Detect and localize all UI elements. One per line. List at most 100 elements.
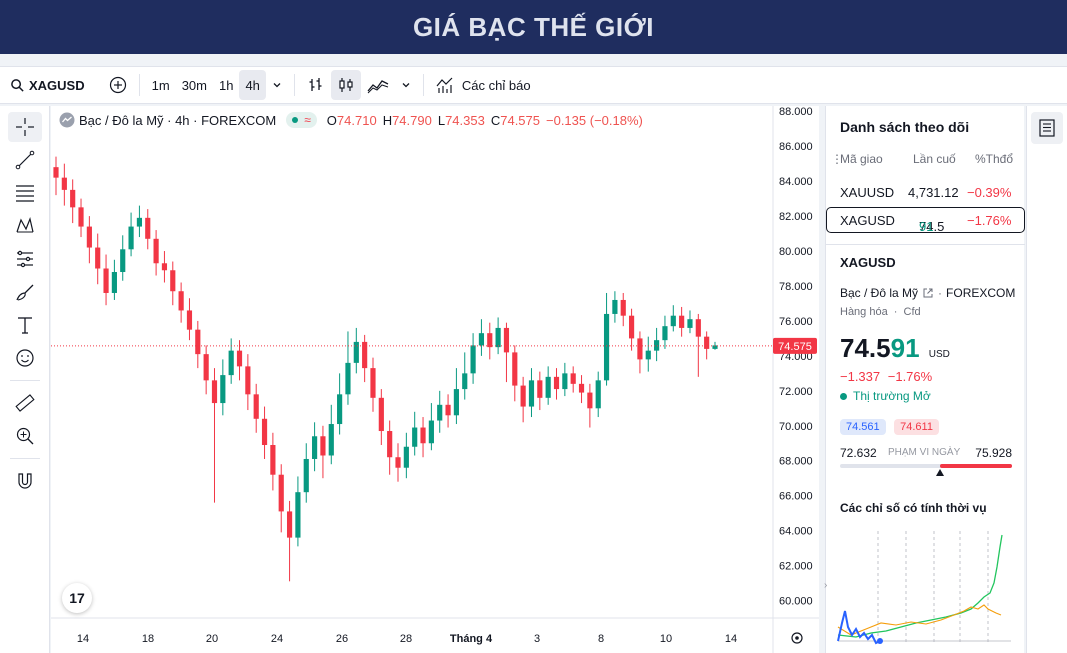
bar-style-button[interactable] [301, 70, 331, 100]
price-tick: 72.000 [779, 386, 813, 398]
green-dot-icon [840, 392, 847, 400]
area-style-button[interactable] [361, 70, 395, 100]
text-tool[interactable] [8, 310, 42, 340]
candle [295, 476, 301, 547]
candle [512, 345, 518, 402]
candle [220, 359, 226, 416]
crosshair-icon [15, 118, 34, 136]
tradingview-logo[interactable]: 17 [62, 583, 92, 613]
candle [253, 383, 259, 433]
seasonal-mini-chart[interactable] [836, 523, 1014, 648]
candlestick-chart[interactable]: 88.000 86.000 84.000 82.000 80.000 78.000 76.0… [51, 106, 819, 653]
candle [245, 354, 251, 411]
range-low: 72.632 [840, 446, 877, 460]
candle [487, 322, 493, 360]
magnet-tool[interactable] [8, 466, 42, 496]
candle [270, 432, 276, 491]
price-tick: 74.000 [779, 351, 813, 363]
watchlist-toggle[interactable] [1031, 112, 1063, 144]
time-tick: 28 [400, 633, 412, 645]
col-last[interactable]: Lần cuố [913, 152, 956, 166]
interval-30m[interactable]: 30m [181, 77, 207, 93]
time-tick: 14 [725, 633, 737, 645]
candles [53, 156, 718, 582]
zoom-tool[interactable] [8, 421, 42, 451]
interval-1h[interactable]: 1h [218, 77, 234, 93]
panel-collapse-handle[interactable]: › [824, 580, 828, 591]
toolbar-divider [9, 380, 40, 381]
detail-exchange: FOREXCOM [946, 286, 1016, 300]
candle [328, 404, 334, 465]
crosshair-tool[interactable] [7, 112, 42, 142]
trend-line-tool[interactable] [8, 145, 42, 175]
fib-tool[interactable] [8, 178, 42, 208]
candle [662, 315, 668, 349]
candle-style-button[interactable] [330, 70, 361, 100]
candle [70, 179, 76, 224]
projection-tool[interactable] [8, 244, 42, 274]
watchlist-panel: Danh sách theo dõi ⋮ Mã giao Lần cuố %Th… [824, 106, 1025, 653]
market-status: Thị trường Mở [840, 389, 931, 403]
candle [687, 310, 693, 334]
indicators-icon [436, 77, 453, 93]
range-bar-fill [939, 464, 1012, 468]
candle [612, 291, 618, 323]
symbol-label: XAGUSD [29, 77, 85, 93]
col-symbol[interactable]: Mã giao [840, 152, 883, 166]
candle [654, 327, 660, 362]
ruler-icon [14, 394, 35, 412]
candle [111, 259, 117, 300]
candle [337, 373, 343, 435]
row-symbol: XAUUSD [840, 185, 895, 200]
watchlist-title: Danh sách theo dõi [840, 119, 970, 135]
brush-tool[interactable] [8, 277, 42, 307]
bars-icon [309, 78, 322, 91]
chart-pane[interactable]: Bạc / Đô la Mỹ · 4h · FOREXCOM ≈ O74.710… [51, 106, 819, 653]
smiley-icon [15, 349, 34, 367]
detail-category-row: Hàng hóa · Cfd [840, 306, 921, 318]
toolbar-divider [422, 74, 424, 96]
candle [553, 368, 560, 400]
green-dot-icon [292, 117, 299, 123]
list-icon [1039, 119, 1055, 137]
emoji-tool[interactable] [8, 343, 42, 373]
drag-handle-icon[interactable]: ⋮ [831, 152, 843, 166]
candle [437, 390, 443, 433]
candle [136, 205, 143, 238]
row-symbol: XAGUSD [840, 213, 895, 228]
candle [353, 327, 359, 374]
external-link-icon[interactable] [922, 287, 934, 299]
compare-button[interactable] [103, 70, 133, 100]
brush-icon [15, 284, 33, 301]
candle [645, 336, 651, 372]
price-tick: 66.000 [779, 491, 813, 503]
detail-change-abs: −1.337 [840, 369, 881, 384]
price-tick: 62.000 [779, 561, 813, 573]
chart-settings-icon[interactable] [791, 632, 803, 644]
approx-icon: ≈ [304, 113, 311, 127]
candle [320, 425, 326, 479]
time-axis[interactable]: 14 18 20 24 26 28 Tháng 4 3 8 10 14 [51, 617, 819, 645]
ruler-tool[interactable] [8, 388, 42, 418]
legend-open: O74.710 [326, 112, 377, 128]
interval-dropdown[interactable] [266, 70, 288, 100]
symbol-search[interactable]: XAGUSD [4, 70, 91, 100]
candle [637, 331, 643, 374]
interval-1m[interactable]: 1m [151, 77, 170, 93]
symbol-detail: XAGUSD Bạc / Đô la Mỹ · FOREXCOM Hàng hó… [826, 244, 1025, 645]
price-axis[interactable]: 88.000 86.000 84.000 82.000 80.000 78.000 76.0… [772, 106, 813, 653]
indicators-button[interactable]: Các chỉ báo [430, 70, 537, 100]
watchlist-row-xagusd[interactable]: XAGUSD 74.5 91 −1.76% [826, 207, 1025, 234]
candle [120, 235, 126, 281]
candle [537, 371, 543, 411]
col-change[interactable]: %Thđổ [975, 152, 1014, 166]
chart-type-dropdown[interactable] [395, 70, 417, 100]
time-tick: Tháng 4 [450, 633, 493, 645]
detail-name-row: Bạc / Đô la Mỹ · FOREXCOM [840, 286, 1015, 300]
pattern-tool[interactable] [8, 211, 42, 241]
candle [395, 443, 401, 482]
legend-change: −0.135 (−0.18%) [546, 112, 643, 128]
interval-4h[interactable]: 4h [239, 70, 266, 100]
watchlist-row-xauusd[interactable]: XAUUSD 4,731.12 −0.39% [826, 179, 1025, 205]
candle [704, 331, 710, 360]
